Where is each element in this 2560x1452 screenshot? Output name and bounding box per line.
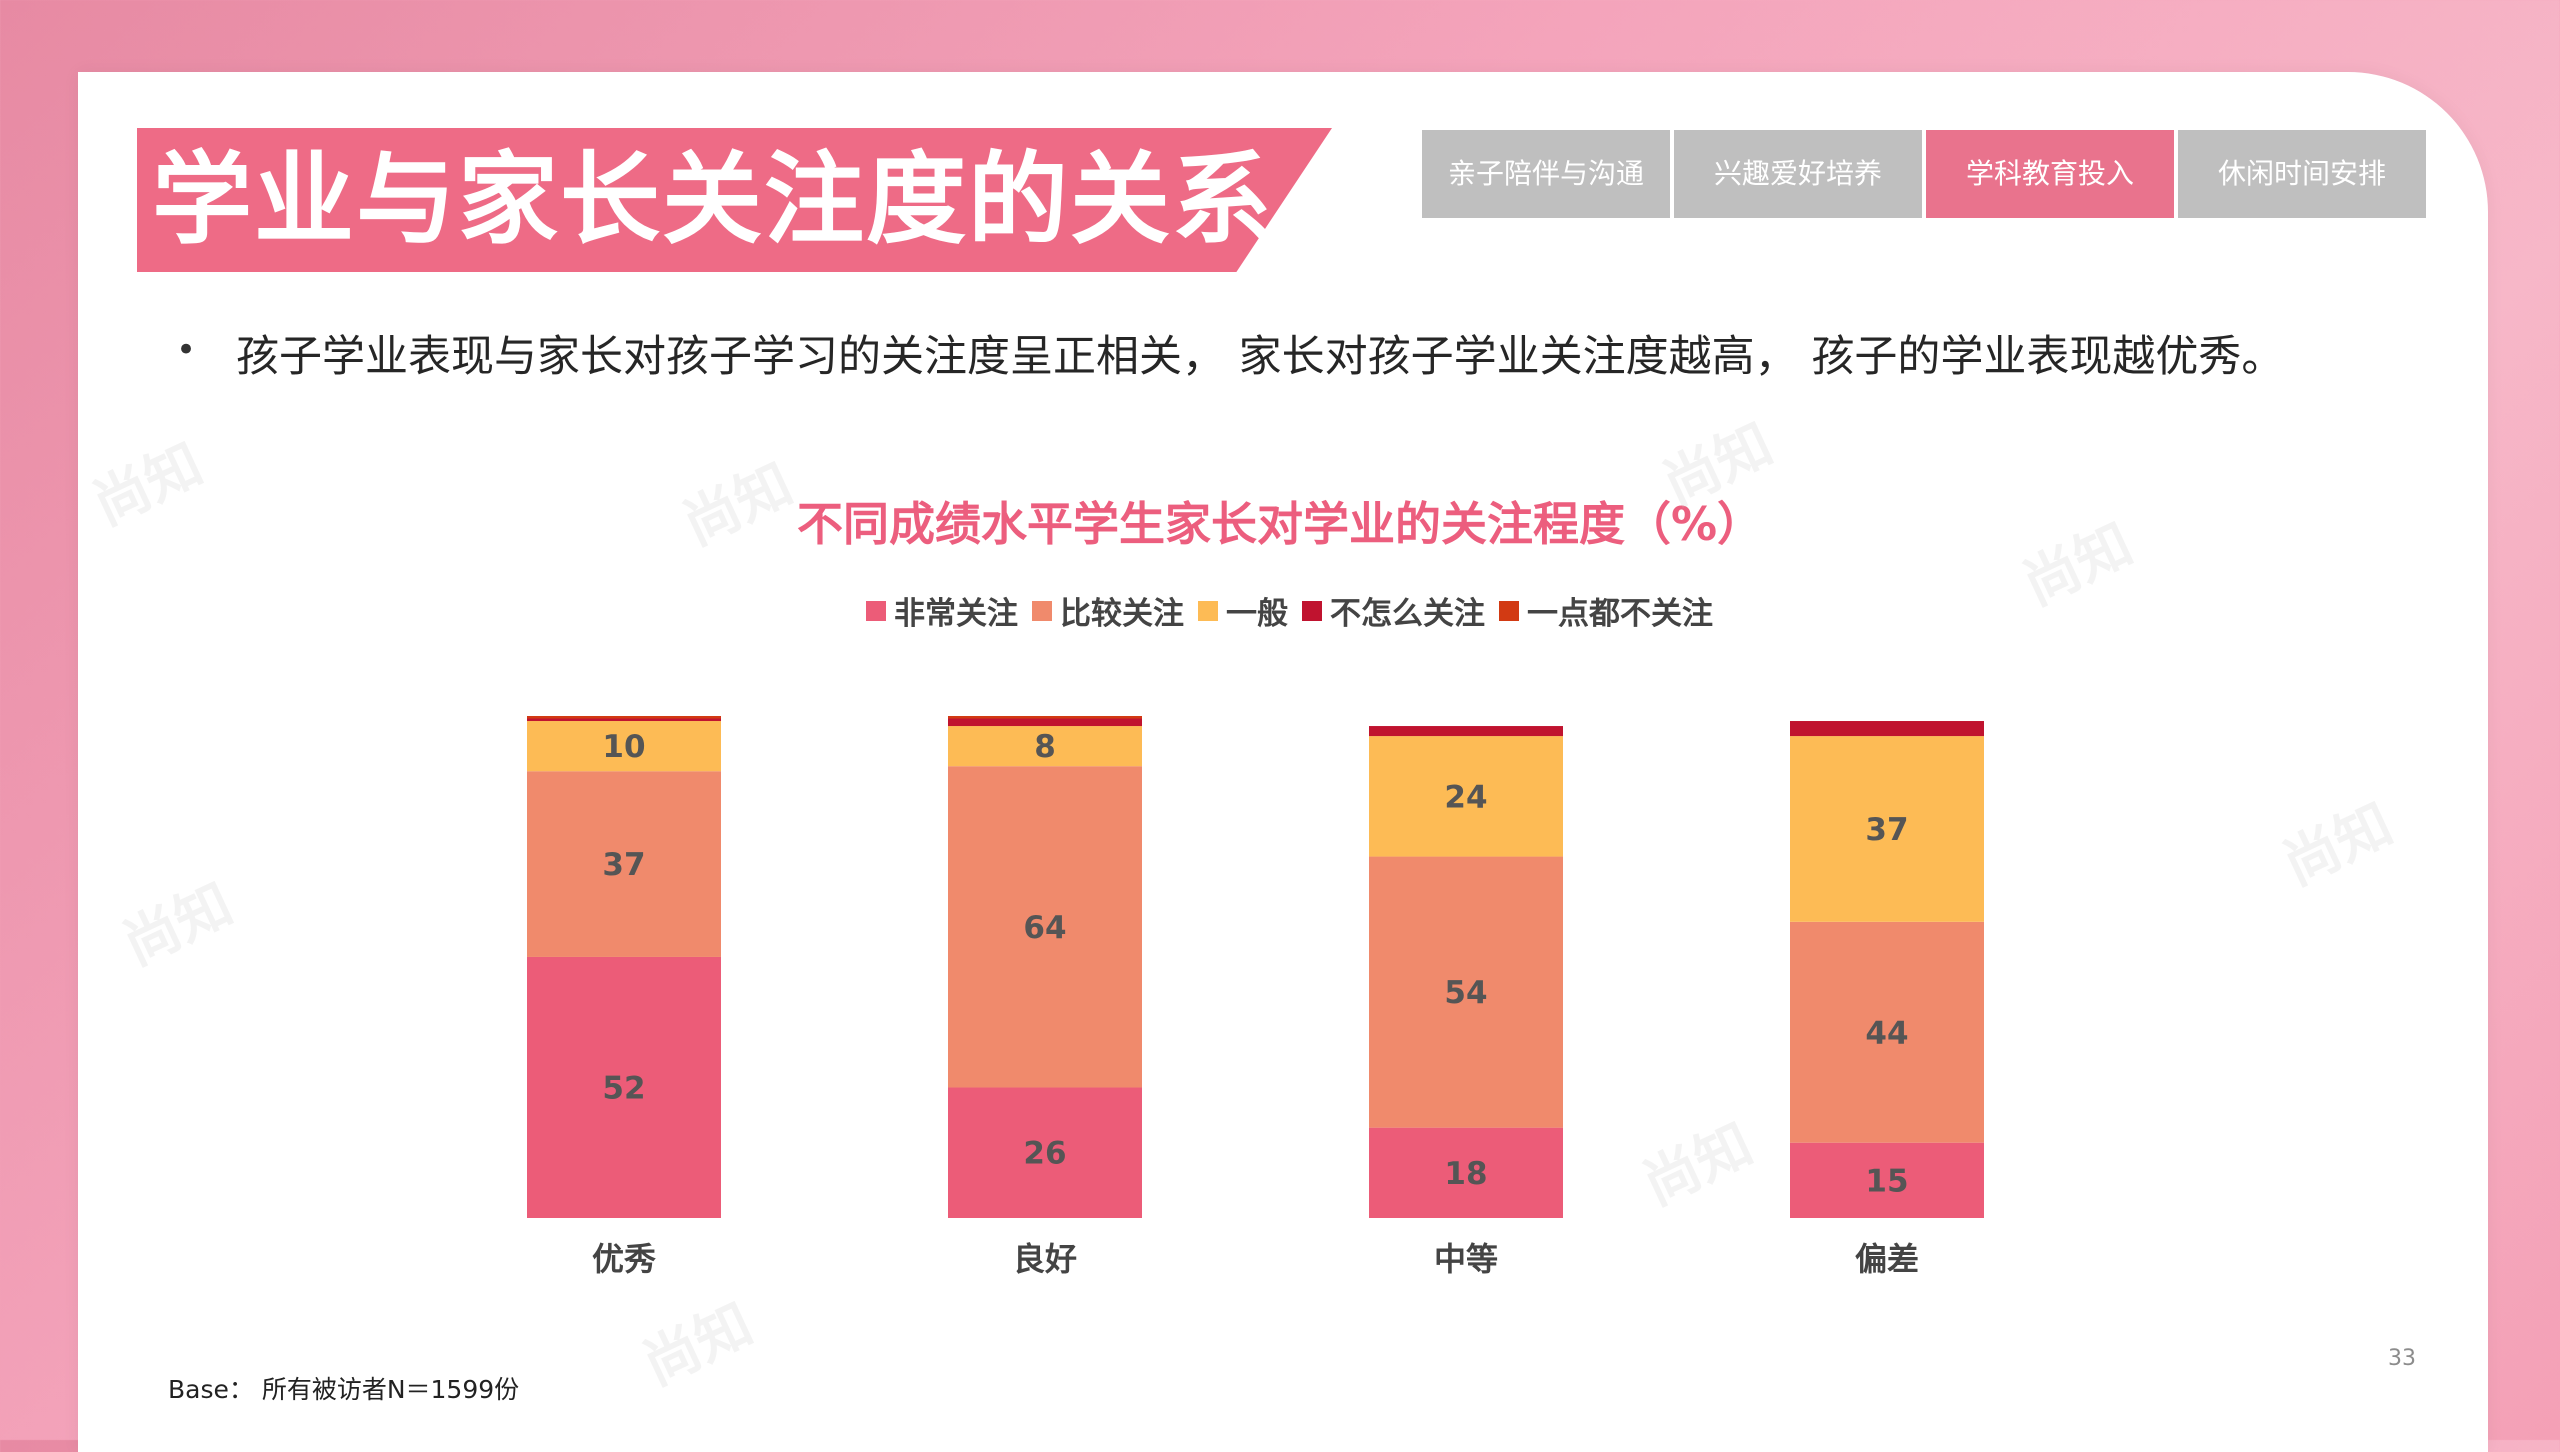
tab-subject-education[interactable]: 学科教育投入 [1926, 130, 2174, 218]
bar-segment [1790, 721, 1984, 737]
data-label: 37 [1865, 812, 1908, 848]
data-label: 24 [1444, 779, 1487, 815]
page-number: 33 [2388, 1346, 2416, 1371]
x-tick-label: 优秀 [592, 1240, 656, 1278]
bar-segment [1790, 1142, 1984, 1218]
legend-label: 不怎么关注 [1330, 596, 1485, 632]
bar-segment [527, 716, 721, 719]
data-label: 64 [1023, 910, 1066, 946]
legend-item: 非常关注 [866, 588, 1018, 633]
tab-interest-cultivation[interactable]: 兴趣爱好培养 [1674, 130, 1922, 218]
data-label: 44 [1865, 1015, 1908, 1051]
title-banner [137, 128, 1332, 272]
bar-segment [527, 721, 721, 772]
bar-segment [527, 956, 721, 1218]
bar-segment [527, 718, 721, 722]
bar-segment [948, 1087, 1142, 1218]
bullet-dot: • [176, 330, 197, 370]
x-tick-label: 中等 [1434, 1240, 1498, 1278]
bar-segment [1369, 736, 1563, 857]
legend-label: 非常关注 [894, 596, 1018, 632]
bar-segment [1790, 921, 1984, 1143]
legend-swatch [1198, 600, 1218, 621]
data-label: 18 [1444, 1156, 1487, 1192]
tab-parent-companionship[interactable]: 亲子陪伴与沟通 [1422, 130, 1670, 218]
x-tick-label: 良好 [1013, 1240, 1077, 1278]
legend-item: 比较关注 [1032, 588, 1184, 633]
bar-segment [948, 716, 1142, 719]
bar-segment [1790, 736, 1984, 922]
bar-segment [948, 726, 1142, 767]
legend-swatch [1032, 600, 1052, 621]
bullet-text: 孩子学业表现与家长对孩子学习的关注度呈正相关， 家长对孩子学业关注度越高， 孩子… [236, 332, 2285, 382]
chart-title: 不同成绩水平学生家长对学业的关注程度（%） [796, 497, 1764, 551]
legend-label: 比较关注 [1060, 596, 1184, 632]
legend-item: 一点都不关注 [1499, 588, 1713, 633]
legend-swatch [1302, 600, 1322, 621]
base-note: Base： 所有被访者N＝1599份 [168, 1375, 520, 1404]
data-label: 54 [1444, 975, 1487, 1011]
data-label: 10 [602, 729, 645, 765]
bar-segment [948, 766, 1142, 1088]
legend-swatch [866, 600, 886, 621]
bar-segment [527, 771, 721, 957]
bar-segment [1369, 726, 1563, 737]
bar-segment [1369, 856, 1563, 1128]
legend-swatch [1499, 600, 1519, 621]
section-tabs: 亲子陪伴与沟通 兴趣爱好培养 学科教育投入 休闲时间安排 [1422, 130, 2426, 218]
legend-item: 一般 [1198, 588, 1288, 633]
legend-label: 一点都不关注 [1527, 596, 1713, 632]
legend-label: 一般 [1226, 596, 1288, 632]
page-title: 学业与家长关注度的关系 [152, 141, 1274, 258]
legend-item: 不怎么关注 [1302, 588, 1485, 633]
data-label: 37 [602, 847, 645, 883]
data-label: 52 [602, 1070, 645, 1106]
chart-legend: 非常关注 比较关注 一般 不怎么关注 一点都不关注 [866, 588, 1727, 633]
bar-segment [1369, 1127, 1563, 1218]
data-label: 26 [1023, 1136, 1066, 1172]
x-tick-label: 偏差 [1855, 1240, 1919, 1278]
data-label: 15 [1865, 1163, 1908, 1199]
data-label: 8 [1034, 729, 1056, 765]
bar-segment [948, 718, 1142, 727]
slide-card [78, 72, 2488, 1452]
tab-leisure-time[interactable]: 休闲时间安排 [2178, 130, 2426, 218]
